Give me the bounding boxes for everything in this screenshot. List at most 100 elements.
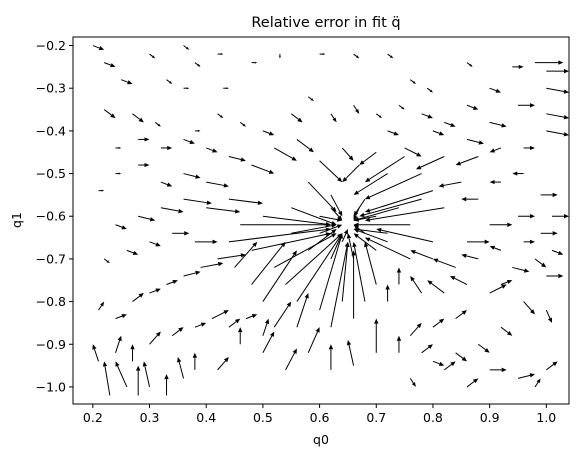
x-tick-label: 1.0	[536, 410, 556, 425]
quiver-arrow	[409, 322, 422, 337]
y-axis-ticks: −0.2 −0.3 −0.4 −0.5 −0.6 −0.7 −0.8 −0.9 −1.0	[36, 38, 73, 394]
quiver-arrow	[353, 233, 377, 251]
quiver-arrow	[438, 181, 462, 188]
quiver-arrow	[103, 109, 116, 119]
x-tick-label: 0.5	[253, 410, 273, 425]
quiver-arrow	[427, 280, 445, 294]
y-tick-label: −0.6	[36, 209, 66, 224]
quiver-arrow	[102, 361, 111, 396]
quiver-arrow	[228, 198, 263, 205]
quiver-arrow	[489, 121, 507, 128]
quiver-arrow	[341, 229, 348, 243]
quiver-arrow	[115, 146, 122, 149]
quiver-arrow	[376, 227, 434, 243]
quiver-arrow	[262, 331, 275, 354]
quiver-arrow	[353, 173, 388, 195]
quiver-arrow	[398, 104, 405, 110]
quiver-arrow	[160, 181, 173, 187]
quiver-arrow	[183, 87, 190, 90]
quiver-arrow	[142, 361, 151, 388]
chart-title: Relative error in fit q̈	[251, 15, 400, 31]
quiver-arrow	[132, 113, 144, 123]
quiver-arrow	[319, 160, 343, 183]
quiver-arrow	[273, 301, 292, 328]
quiver-arrow	[115, 361, 128, 388]
quiver-arrow	[534, 378, 541, 388]
quiver-arrow	[540, 231, 558, 236]
quiver-arrow	[251, 61, 258, 64]
quiver-arrow	[183, 138, 195, 144]
quiver-arrow	[364, 207, 445, 222]
x-tick-label: 0.4	[196, 410, 216, 425]
quiver-arrow	[534, 60, 564, 65]
quiver-arrow	[466, 378, 479, 388]
quiver-arrow	[443, 361, 456, 371]
quiver-arrow	[512, 64, 524, 69]
quiver-arrow	[121, 79, 133, 85]
quiver-arrow	[166, 279, 178, 285]
quiver-arrow	[353, 105, 360, 114]
quiver-arrow	[206, 147, 218, 153]
quiver-arrow	[421, 344, 433, 354]
quiver-arrow	[364, 241, 377, 285]
quiver-arrow	[238, 327, 243, 345]
quiver-arrow	[307, 229, 337, 251]
quiver-arrow	[138, 162, 150, 168]
quiver-arrow	[523, 239, 535, 244]
quiver-arrow	[432, 258, 456, 268]
quiver-arrow	[342, 164, 360, 183]
quiver-arrow	[330, 233, 343, 260]
y-tick-label: −0.4	[36, 123, 66, 138]
quiver-arrow	[217, 357, 229, 371]
quiver-arrow	[364, 156, 405, 183]
quiver-arrow	[217, 253, 246, 260]
quiver-arrow	[478, 343, 490, 353]
quiver-arrow	[396, 267, 402, 285]
y-tick-label: −0.3	[36, 81, 66, 96]
quiver-arrow	[489, 87, 501, 93]
quiver-arrow	[251, 232, 331, 251]
quiver-arrow	[489, 245, 502, 251]
quiver-arrow	[540, 192, 558, 198]
x-tick-label: 0.8	[423, 410, 443, 425]
quiver-arrow	[449, 275, 468, 285]
quiver-arrow	[385, 284, 390, 302]
quiver-arrow	[432, 318, 445, 328]
quiver-arrow	[103, 258, 110, 264]
quiver-arrow	[239, 121, 246, 127]
quiver-arrow	[183, 173, 201, 179]
y-tick-label: −0.8	[36, 294, 66, 309]
quiver-arrow	[387, 53, 394, 59]
quiver-arrow	[545, 309, 552, 323]
quiver-arrow	[217, 53, 224, 56]
quiver-arrow	[160, 207, 184, 214]
quiver-arrow	[489, 367, 507, 373]
quiver-arrow	[160, 145, 173, 150]
quiver-arrow	[211, 310, 229, 320]
quiver-arrow	[194, 322, 207, 328]
quiver-arrow	[466, 62, 473, 67]
quiver-arrow	[534, 258, 547, 268]
quiver-arrow	[92, 45, 105, 51]
x-tick-label: 0.6	[310, 410, 330, 425]
quiver-arrow	[296, 139, 314, 153]
quiver-arrow	[489, 222, 513, 227]
quiver-arrow	[130, 344, 135, 362]
quiver-arrow	[223, 87, 229, 90]
quiver-arrow	[183, 45, 190, 50]
quiver-arrow	[461, 196, 479, 202]
quiver-arrow	[461, 253, 479, 260]
quiver-arrow	[240, 222, 331, 227]
quiver-arrow	[319, 53, 326, 56]
quiver-arrow	[200, 261, 224, 268]
quiver-arrow	[489, 180, 501, 185]
quiver-arrow	[410, 250, 434, 260]
quiver-arrow	[455, 310, 467, 320]
quiver-arrow	[278, 54, 281, 59]
quiver-arrow	[154, 121, 161, 127]
quiver-arrow	[352, 241, 366, 302]
quiver-arrow	[273, 147, 297, 161]
quiver-arrow	[135, 365, 141, 396]
y-tick-label: −0.5	[36, 166, 66, 181]
quiver-arrow	[217, 113, 224, 119]
